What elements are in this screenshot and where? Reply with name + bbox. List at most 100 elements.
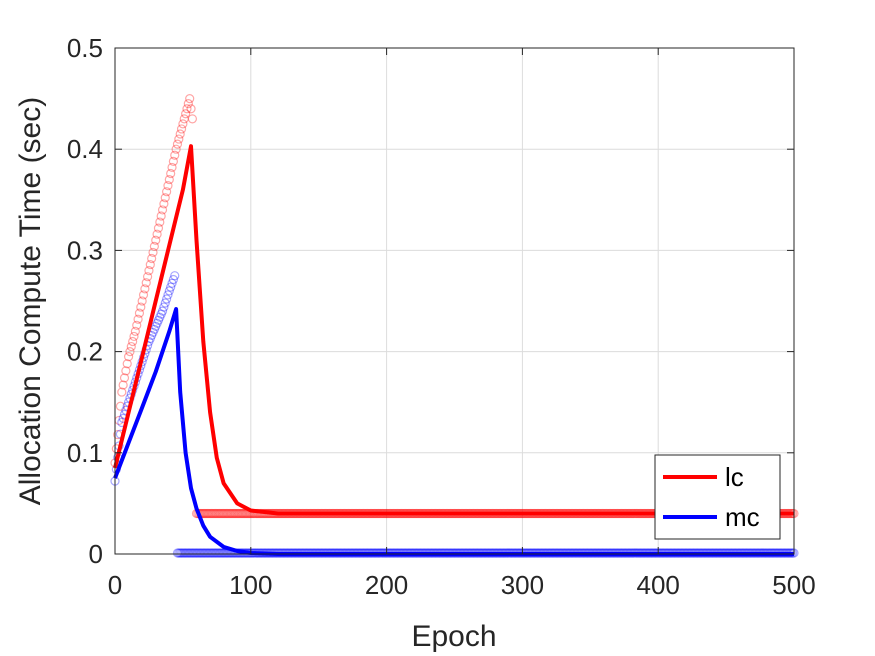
- data-marker: [168, 156, 178, 166]
- data-marker: [206, 548, 217, 558]
- data-marker: [138, 290, 149, 300]
- x-tick-label: 100: [229, 570, 272, 600]
- data-marker: [119, 373, 130, 383]
- data-marker: [197, 548, 207, 558]
- data-marker: [137, 296, 147, 306]
- y-tick-label: 0.3: [67, 235, 103, 265]
- data-marker: [193, 548, 203, 558]
- data-marker: [223, 508, 233, 519]
- data-marker: [153, 223, 164, 233]
- data-marker: [219, 508, 229, 519]
- data-marker: [175, 548, 185, 558]
- axes-box: [114, 47, 795, 555]
- data-marker: [181, 109, 191, 119]
- data-marker: [227, 508, 237, 519]
- data-marker: [123, 352, 134, 362]
- data-marker: [220, 508, 230, 519]
- data-marker: [159, 199, 169, 209]
- data-marker: [185, 93, 195, 104]
- data-marker: [145, 259, 155, 270]
- data-marker: [202, 508, 212, 519]
- y-tick-label: 0.5: [67, 33, 103, 63]
- data-marker: [182, 104, 192, 114]
- data-marker: [118, 380, 128, 390]
- data-marker: [213, 548, 223, 558]
- data-marker: [201, 548, 211, 558]
- data-marker: [190, 548, 200, 558]
- data-marker: [217, 548, 227, 558]
- data-marker: [209, 548, 219, 558]
- data-marker: [216, 548, 226, 558]
- data-marker: [209, 508, 219, 519]
- data-marker: [164, 286, 174, 296]
- y-tick-label: 0.4: [67, 134, 103, 164]
- data-marker: [198, 548, 208, 558]
- data-marker: [178, 119, 188, 129]
- data-marker: [231, 508, 241, 519]
- data-marker: [172, 139, 183, 149]
- data-marker: [130, 326, 140, 336]
- data-marker: [206, 508, 217, 519]
- data-marker: [187, 114, 198, 124]
- data-marker: [212, 548, 222, 558]
- data-marker: [214, 548, 225, 558]
- legend-box: [654, 454, 781, 540]
- data-marker: [166, 282, 176, 292]
- y-tick-label: 0.2: [67, 337, 103, 367]
- data-marker: [176, 548, 187, 558]
- data-marker: [132, 320, 142, 330]
- data-marker: [194, 548, 204, 558]
- data-marker: [160, 298, 170, 308]
- data-marker: [183, 548, 193, 558]
- data-marker: [201, 508, 211, 519]
- data-marker: [149, 241, 159, 251]
- data-marker: [186, 104, 196, 114]
- data-marker: [162, 187, 172, 197]
- data-marker: [183, 99, 193, 109]
- data-marker: [210, 548, 221, 558]
- data-marker: [214, 508, 225, 519]
- data-marker: [174, 134, 184, 144]
- data-marker: [168, 274, 178, 285]
- data-marker: [216, 508, 226, 519]
- data-marker: [157, 306, 168, 316]
- data-marker: [176, 124, 187, 134]
- data-marker: [232, 508, 242, 519]
- data-marker: [208, 548, 218, 558]
- data-marker: [144, 266, 154, 276]
- data-marker: [136, 302, 146, 312]
- data-marker: [236, 508, 246, 519]
- data-marker: [179, 114, 189, 124]
- data-marker: [186, 548, 196, 558]
- data-marker: [172, 548, 183, 558]
- data-marker: [142, 272, 153, 282]
- data-marker: [205, 548, 215, 558]
- data-marker: [162, 294, 172, 304]
- data-marker: [163, 181, 173, 191]
- data-marker: [128, 336, 138, 347]
- data-marker: [205, 508, 215, 519]
- y-tick-label: 0.1: [67, 438, 103, 468]
- data-marker: [228, 508, 238, 519]
- data-marker: [175, 129, 185, 139]
- y-tick-label: 0: [89, 539, 103, 569]
- data-marker: [191, 548, 202, 558]
- data-marker: [204, 548, 214, 558]
- data-marker: [155, 217, 165, 227]
- data-marker: [170, 271, 180, 281]
- data-marker: [133, 314, 143, 324]
- data-marker: [204, 508, 214, 519]
- data-marker: [159, 302, 169, 312]
- data-marker: [171, 144, 181, 154]
- data-marker: [238, 508, 248, 519]
- data-marker: [151, 321, 161, 331]
- data-marker: [156, 309, 166, 319]
- data-marker: [166, 168, 176, 179]
- series-line-lc: [113, 144, 794, 516]
- x-tick-label: 400: [637, 570, 680, 600]
- data-marker: [235, 508, 245, 519]
- data-marker: [174, 548, 184, 558]
- data-marker: [156, 211, 166, 221]
- legend-label: lc: [725, 462, 744, 492]
- data-marker: [210, 508, 221, 519]
